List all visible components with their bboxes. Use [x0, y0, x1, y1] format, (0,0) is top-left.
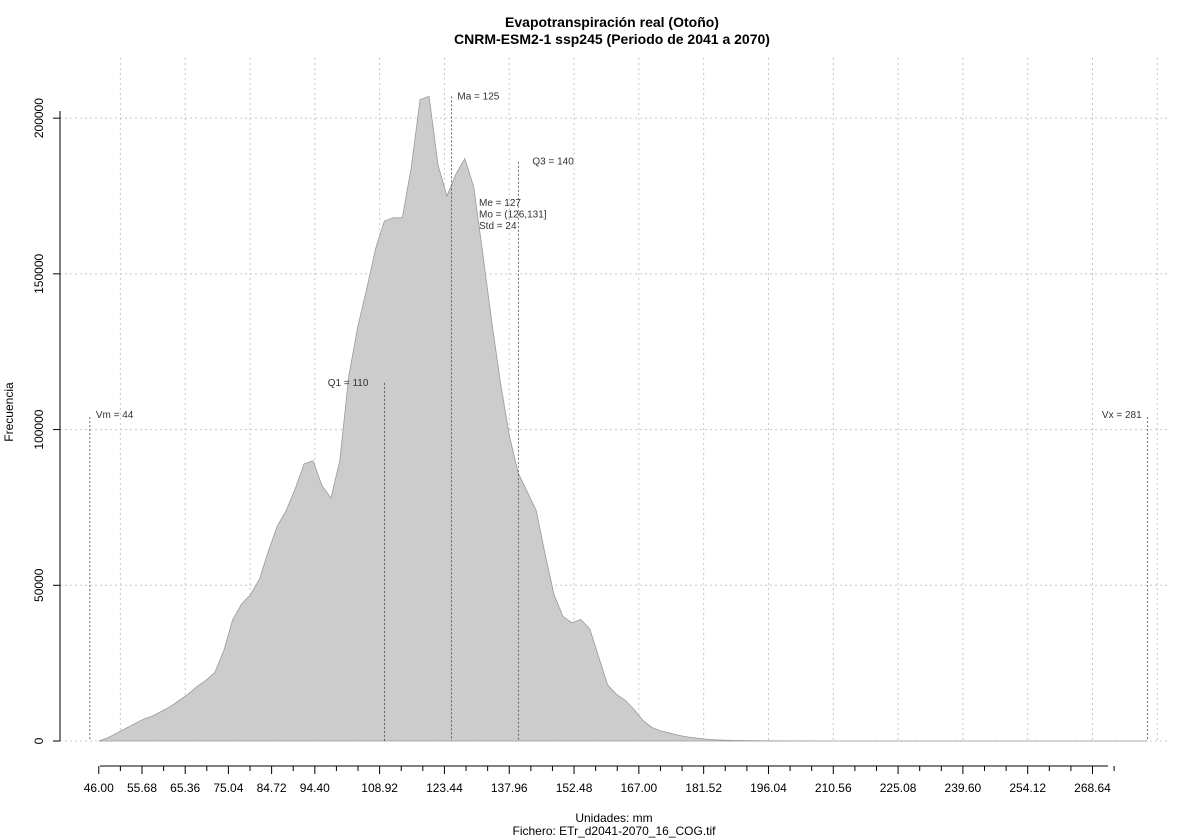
x-tick-label: 167.00: [621, 781, 658, 795]
annotation-label: Q3 = 140: [532, 157, 574, 168]
y-tick-label: 50000: [32, 568, 46, 602]
x-tick-label: 181.52: [685, 781, 722, 795]
chart-subtitle: CNRM-ESM2-1 ssp245 (Periodo de 2041 a 20…: [454, 31, 770, 47]
x-tick-label: 225.08: [880, 781, 917, 795]
x-tick-label: 75.04: [213, 781, 243, 795]
x-tick-label: 196.04: [750, 781, 787, 795]
annotation-label: Vm = 44: [96, 410, 134, 421]
y-axis-label: Frecuencia: [2, 382, 16, 442]
x-tick-label: 239.60: [945, 781, 982, 795]
x-tick-label: 84.72: [257, 781, 287, 795]
y-tick-label: 200000: [32, 98, 46, 138]
stat-label: Mo = (126,131]: [479, 210, 547, 221]
density-area-layer: [98, 95, 1148, 742]
x-tick-label: 65.36: [170, 781, 200, 795]
x-tick-label: 210.56: [815, 781, 852, 795]
x-axis-label: Unidades: mm: [575, 811, 652, 825]
x-tick-label: 46.00: [84, 781, 114, 795]
density-area: [98, 95, 1148, 742]
x-tick-label: 152.48: [556, 781, 593, 795]
x-tick-label: 55.68: [127, 781, 157, 795]
x-tick-label: 108.92: [361, 781, 398, 795]
annotation-label: Vx = 281: [1102, 410, 1142, 421]
annotation-label: Q1 = 110: [328, 378, 369, 389]
axes-layer: [53, 111, 1115, 774]
stat-label: Me = 127: [479, 198, 521, 209]
x-tick-label: 268.64: [1074, 781, 1111, 795]
x-tick-label: 254.12: [1009, 781, 1046, 795]
chart-title: Evapotranspiración real (Otoño): [505, 14, 719, 30]
labels-layer: Vm = 44 Q1 = 110 Ma = 125 Q3 = 140 Vx = 281 M…: [32, 91, 1142, 795]
x-tick-label: 123.44: [426, 781, 463, 795]
annotation-label: Ma = 125: [457, 91, 499, 102]
file-footer: Fichero: ETr_d2041-2070_16_COG.tif: [513, 824, 717, 838]
stat-label: Std = 24: [479, 221, 517, 232]
x-tick-label: 137.96: [491, 781, 528, 795]
reference-lines-layer: [89, 96, 1149, 741]
y-tick-label: 0: [32, 737, 46, 744]
x-tick-label: 94.40: [300, 781, 330, 795]
y-tick-label: 150000: [32, 254, 46, 294]
y-tick-label: 100000: [32, 409, 46, 449]
